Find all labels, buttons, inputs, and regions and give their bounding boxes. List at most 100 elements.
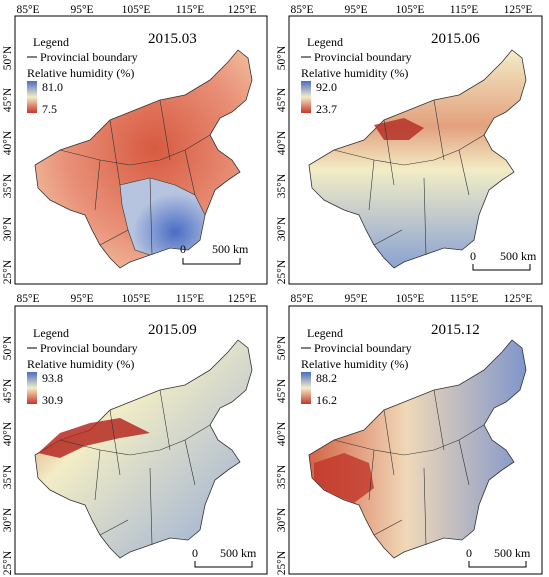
scalebar-zero: 0 (192, 546, 198, 560)
lat-tick-label: 25°N (2, 259, 14, 284)
humidity-map-2015-06: 85°E 95°E 105°E 115°E 125°E 50°N 45°N 40… (276, 4, 543, 285)
lat-tick-label: 35°N (276, 173, 288, 198)
scalebar: 0 500 km (192, 546, 257, 568)
panel-title: 2015.03 (148, 31, 197, 47)
china-region-shape (308, 339, 527, 559)
scalebar-distance: 500 km (500, 249, 537, 263)
legend-max: 88.2 (316, 371, 337, 385)
color-ramp (27, 81, 37, 113)
lat-tick-label: 45°N (276, 378, 288, 403)
lat-tick-label: 40°N (2, 421, 14, 446)
legend-variable-label: Relative humidity (%) (27, 357, 134, 371)
lon-tick-label: 125°E (504, 293, 533, 305)
legend-min: 16.2 (316, 393, 337, 407)
legend: Legend Provincial boundary Relative humi… (301, 35, 412, 116)
lat-tick-label: 25°N (276, 259, 288, 284)
legend-boundary-label: Provincial boundary (40, 341, 138, 355)
lon-tick-label: 105°E (396, 293, 425, 305)
map-frame (288, 305, 543, 575)
lon-tick-label: 85°E (290, 4, 313, 16)
scalebar-zero: 0 (470, 249, 476, 263)
lon-tick-label: 85°E (16, 293, 39, 305)
map-frame (288, 15, 543, 285)
lon-tick-label: 105°E (396, 4, 425, 16)
lon-tick-label: 115°E (450, 4, 478, 16)
lat-tick-label: 30°N (2, 507, 14, 532)
legend-min: 30.9 (42, 393, 63, 407)
scalebar-zero: 0 (180, 242, 186, 256)
legend-max: 81.0 (42, 80, 63, 94)
lat-ticks-left: 50°N 45°N 40°N 35°N 30°N 25°N (2, 335, 14, 575)
panel-title: 2015.06 (431, 31, 480, 47)
lon-tick-label: 125°E (504, 4, 533, 16)
legend: Legend Provincial boundary Relative humi… (27, 35, 138, 116)
china-region-shape (308, 49, 527, 269)
lat-tick-label: 25°N (276, 550, 288, 575)
lon-ticks-top: 85°E 95°E 105°E 115°E 125°E (290, 293, 532, 305)
panel-title: 2015.09 (148, 322, 197, 338)
color-ramp (301, 372, 311, 404)
map-panel-2015-12: 85°E 95°E 105°E 115°E 125°E 50°N 45°N 40… (274, 288, 549, 577)
legend-title: Legend (33, 35, 69, 49)
color-ramp (27, 372, 37, 404)
lon-ticks-top: 85°E 95°E 105°E 115°E 125°E (16, 4, 256, 16)
legend-boundary-label: Provincial boundary (40, 50, 138, 64)
humidity-map-2015-09: 85°E 95°E 105°E 115°E 125°E 50°N 45°N 40… (2, 293, 268, 575)
scalebar: 0 500 km (466, 546, 531, 568)
lat-tick-label: 50°N (2, 335, 14, 360)
lat-tick-label: 45°N (2, 87, 14, 112)
lon-tick-label: 125°E (228, 293, 257, 305)
lat-tick-label: 50°N (276, 45, 288, 70)
lon-tick-label: 95°E (344, 4, 367, 16)
lon-tick-label: 115°E (176, 4, 204, 16)
lat-ticks-left: 50°N 45°N 40°N 35°N 30°N 25°N (276, 45, 288, 284)
china-region-shape (34, 339, 253, 559)
lat-tick-label: 30°N (2, 216, 14, 241)
lat-tick-label: 35°N (2, 173, 14, 198)
lon-tick-label: 115°E (176, 293, 204, 305)
scalebar-distance: 500 km (212, 242, 249, 256)
lon-tick-label: 105°E (122, 4, 151, 16)
legend-max: 93.8 (42, 371, 63, 385)
lat-tick-label: 25°N (2, 550, 14, 575)
lon-tick-label: 105°E (122, 293, 151, 305)
humidity-map-2015-03: 85°E 95°E 105°E 115°E 125°E 50°N 45°N 40… (2, 4, 268, 285)
legend-variable-label: Relative humidity (%) (301, 357, 408, 371)
legend: Legend Provincial boundary Relative humi… (301, 326, 412, 407)
lon-tick-label: 125°E (228, 4, 257, 16)
lon-tick-label: 95°E (344, 293, 367, 305)
legend-title: Legend (33, 326, 69, 340)
legend-variable-label: Relative humidity (%) (27, 66, 134, 80)
map-panel-2015-09: 85°E 95°E 105°E 115°E 125°E 50°N 45°N 40… (0, 288, 274, 577)
lat-tick-label: 40°N (276, 421, 288, 446)
china-region-shape (34, 49, 253, 269)
lat-tick-label: 30°N (276, 507, 288, 532)
humidity-map-2015-12: 85°E 95°E 105°E 115°E 125°E 50°N 45°N 40… (276, 293, 543, 575)
scalebar: 0 500 km (180, 242, 249, 265)
lat-tick-label: 45°N (276, 87, 288, 112)
legend: Legend Provincial boundary Relative humi… (27, 326, 138, 407)
lat-ticks-left: 50°N 45°N 40°N 35°N 30°N 25°N (276, 335, 288, 575)
lat-ticks-left: 50°N 45°N 40°N 35°N 30°N 25°N (2, 45, 14, 284)
scalebar-distance: 500 km (220, 546, 257, 560)
scalebar: 0 500 km (470, 249, 537, 271)
map-panel-2015-03: 85°E 95°E 105°E 115°E 125°E 50°N 45°N 40… (0, 0, 274, 288)
legend-min: 7.5 (42, 102, 57, 116)
legend-min: 23.7 (316, 102, 337, 116)
legend-boundary-label: Provincial boundary (314, 341, 412, 355)
panel-title: 2015.12 (431, 322, 480, 338)
lon-tick-label: 115°E (450, 293, 478, 305)
legend-boundary-label: Provincial boundary (314, 50, 412, 64)
lat-tick-label: 45°N (2, 378, 14, 403)
scalebar-distance: 500 km (494, 546, 531, 560)
lat-tick-label: 40°N (276, 130, 288, 155)
lat-tick-label: 50°N (276, 335, 288, 360)
legend-max: 92.0 (316, 80, 337, 94)
lon-tick-label: 95°E (70, 4, 93, 16)
legend-title: Legend (307, 35, 343, 49)
lon-ticks-top: 85°E 95°E 105°E 115°E 125°E (290, 4, 532, 16)
legend-title: Legend (307, 326, 343, 340)
lon-ticks-top: 85°E 95°E 105°E 115°E 125°E (16, 293, 256, 305)
lat-tick-label: 40°N (2, 130, 14, 155)
color-ramp (301, 81, 311, 113)
